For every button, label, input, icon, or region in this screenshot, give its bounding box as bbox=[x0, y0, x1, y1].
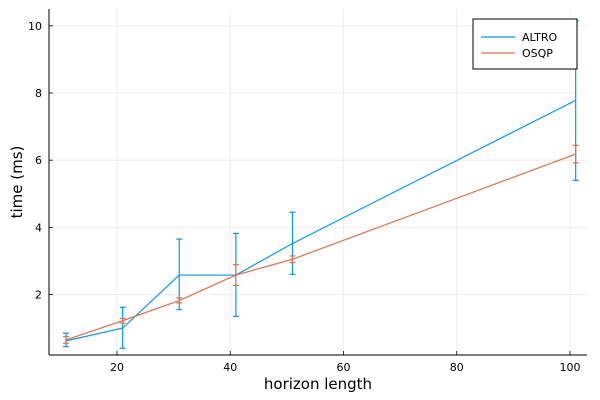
error-bar-osqp bbox=[232, 264, 239, 287]
error-bar-osqp bbox=[62, 335, 69, 344]
tick-labels: 20 40 60 80 100 2 4 6 8 10 bbox=[28, 20, 581, 374]
x-tick-label: 20 bbox=[110, 361, 124, 374]
x-tick-label: 80 bbox=[450, 361, 464, 374]
legend-label-osqp: OSQP bbox=[522, 47, 553, 60]
x-tick-label: 40 bbox=[223, 361, 237, 374]
series-layer bbox=[62, 20, 579, 349]
y-tick-label: 8 bbox=[35, 87, 42, 100]
y-tick-label: 4 bbox=[35, 221, 42, 234]
axes bbox=[48, 9, 587, 356]
error-bar-osqp bbox=[572, 144, 579, 164]
x-tick-label: 60 bbox=[336, 361, 350, 374]
y-axis-title: time (ms) bbox=[8, 146, 26, 219]
x-axis-title: horizon length bbox=[264, 375, 372, 393]
error-bar-osqp bbox=[119, 317, 126, 324]
legend-label-altro: ALTRO bbox=[522, 31, 558, 44]
series-line-altro bbox=[65, 99, 576, 342]
y-tick-label: 6 bbox=[35, 154, 42, 167]
y-tick-label: 2 bbox=[35, 289, 42, 302]
y-tick-label: 10 bbox=[28, 20, 42, 33]
legend: ALTRO OSQP bbox=[472, 18, 578, 70]
x-tick-label: 100 bbox=[560, 361, 581, 374]
error-bar-osqp bbox=[289, 255, 296, 264]
error-bar-osqp bbox=[176, 297, 183, 304]
series-osqp bbox=[62, 144, 579, 344]
error-bar-altro bbox=[289, 211, 296, 275]
series-line-osqp bbox=[65, 153, 576, 341]
legend-box bbox=[472, 18, 578, 70]
error-bar-altro bbox=[119, 306, 126, 349]
